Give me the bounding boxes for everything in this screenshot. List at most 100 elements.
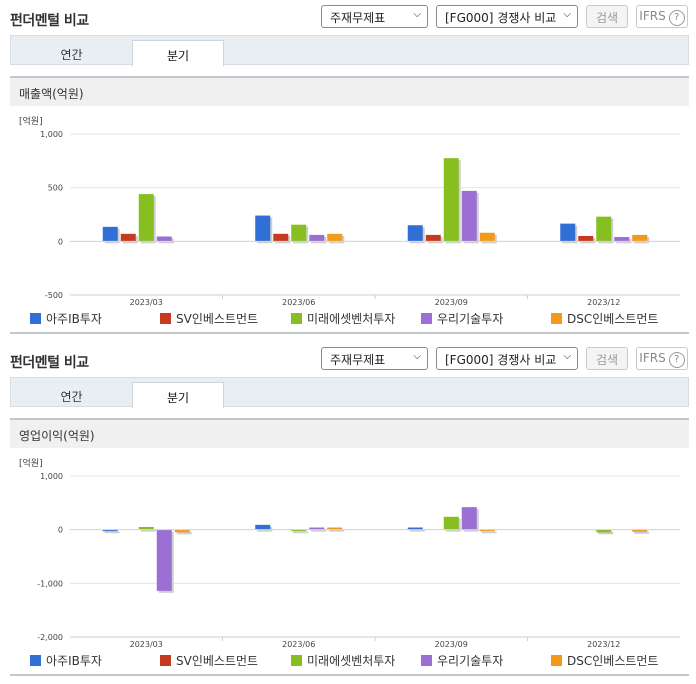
ifrs-button[interactable]: IFRS?: [636, 347, 688, 370]
legend-item[interactable]: 우리기술투자: [421, 310, 503, 327]
bar: [443, 516, 459, 530]
legend-label: 우리기술투자: [437, 654, 504, 668]
y-tick-label: 500: [48, 184, 63, 193]
group-select[interactable]: [FG000] 경쟁사 비교 ⌵: [436, 347, 578, 370]
panel-title: 펀더멘털 비교: [10, 355, 89, 371]
legend-label: DSC인베스트먼트: [567, 312, 659, 326]
bar: [255, 215, 271, 242]
legend-swatch: [551, 655, 562, 666]
ifrs-label: IFRS: [639, 9, 666, 23]
bar-shadow: [293, 531, 309, 534]
bar: [461, 190, 477, 242]
chevron-down-icon: ⌵: [563, 9, 571, 20]
legend-item[interactable]: SV인베스트먼트: [160, 310, 258, 327]
legend-item[interactable]: DSC인베스트먼트: [551, 652, 658, 669]
bar: [309, 234, 325, 242]
tab-annual[interactable]: 연간: [60, 390, 83, 404]
bar-shadow: [176, 531, 192, 535]
chart-container: 매출액(억원) [억원] 1,000 500 0 -500 2023/03 2023/06 2…: [10, 76, 689, 334]
x-tick-label: 2023/03: [130, 640, 163, 649]
unit-label: [억원]: [19, 457, 43, 469]
y-tick-label: 1,000: [40, 130, 63, 139]
legend-item[interactable]: SV인베스트먼트: [160, 652, 258, 669]
legend-label: DSC인베스트먼트: [567, 654, 659, 668]
bar: [156, 236, 172, 242]
x-tick-label: 2023/12: [587, 640, 620, 649]
chart-header: 매출액(억원): [10, 78, 689, 106]
bar: [102, 529, 118, 532]
bar: [120, 233, 136, 242]
bar: [291, 224, 307, 242]
bar: [443, 158, 459, 242]
legend-item[interactable]: 아주IB투자: [30, 310, 102, 327]
legend-item[interactable]: 미래에셋벤처투자: [291, 652, 395, 669]
tab-annual[interactable]: 연간: [60, 48, 83, 62]
legend-swatch: [30, 655, 41, 666]
bar-shadow: [481, 531, 497, 534]
statement-select[interactable]: 주재무제표 ⌵: [321, 347, 428, 370]
panel-title: 펀더멘털 비교: [10, 13, 89, 29]
bar: [273, 233, 289, 242]
fundamental-panel: 펀더멘털 비교 주재무제표 ⌵ [FG000] 경쟁사 비교 ⌵ 검색 IFRS…: [10, 5, 689, 334]
legend-label: 미래에셋벤처투자: [307, 654, 396, 668]
chart-legend: 아주IB투자 SV인베스트먼트 미래에셋벤처투자 우리기술투자 DSC인베스트먼트: [10, 650, 689, 670]
chart-title: 영업이익(억원): [19, 429, 95, 443]
bar-shadow: [311, 529, 327, 532]
period-tabs: 연간 분기: [10, 35, 689, 66]
bar: [327, 233, 343, 242]
revenue-chart: [억원] 1,000 500 0 -500 2023/03 2023/06 2023/09 20…: [19, 115, 680, 307]
bar-shadow: [409, 529, 425, 532]
bar: [156, 529, 172, 591]
chart-title: 매출액(억원): [19, 87, 84, 101]
y-tick-label: 0: [58, 237, 63, 246]
bar-shadow: [634, 531, 650, 534]
chevron-down-icon: ⌵: [413, 351, 421, 362]
bar: [614, 237, 630, 242]
tab-quarterly[interactable]: 분기: [132, 382, 224, 408]
bar: [174, 529, 190, 533]
ifrs-button[interactable]: IFRS?: [636, 5, 688, 28]
legend-swatch: [421, 655, 432, 666]
bar: [596, 529, 612, 533]
bar: [479, 232, 495, 242]
y-tick-label: -2,000: [37, 633, 63, 642]
legend-swatch: [160, 655, 171, 666]
legend-item[interactable]: 미래에셋벤처투자: [291, 310, 395, 327]
bar: [407, 527, 423, 530]
bar-shadow: [329, 529, 345, 532]
bar: [461, 507, 477, 530]
y-tick-label: 1,000: [40, 472, 63, 481]
y-tick-label: -1,000: [37, 579, 63, 588]
statement-select-value: 주재무제표: [330, 353, 386, 367]
bar-shadow: [598, 531, 614, 535]
bar-shadow: [140, 528, 156, 532]
x-tick-label: 2023/12: [587, 298, 620, 307]
legend-item[interactable]: 아주IB투자: [30, 652, 102, 669]
panel-header: 펀더멘털 비교 주재무제표 ⌵ [FG000] 경쟁사 비교 ⌵ 검색 IFRS…: [0, 342, 696, 376]
bar: [578, 235, 594, 242]
group-select[interactable]: [FG000] 경쟁사 비교 ⌵: [436, 5, 578, 28]
legend-item[interactable]: DSC인베스트먼트: [551, 310, 658, 327]
bar: [407, 225, 423, 242]
search-button[interactable]: 검색: [586, 347, 628, 370]
chart-container: 영업이익(억원) [억원] 1,000 0 -1,000 -2,000 2023/03 20…: [10, 418, 689, 676]
help-icon: ?: [668, 352, 685, 368]
chart-legend: 아주IB투자 SV인베스트먼트 미래에셋벤처투자 우리기술투자 DSC인베스트먼트: [10, 308, 689, 328]
legend-item[interactable]: 우리기술투자: [421, 652, 503, 669]
legend-label: 미래에셋벤처투자: [307, 312, 396, 326]
tab-quarterly[interactable]: 분기: [132, 40, 224, 66]
statement-select[interactable]: 주재무제표 ⌵: [321, 5, 428, 28]
bar: [632, 529, 648, 532]
bar: [327, 527, 343, 530]
bar: [479, 529, 495, 532]
chevron-down-icon: ⌵: [413, 9, 421, 20]
unit-label: [억원]: [19, 115, 43, 127]
x-tick-label: 2023/03: [130, 298, 163, 307]
fundamental-panel: 펀더멘털 비교 주재무제표 ⌵ [FG000] 경쟁사 비교 ⌵ 검색 IFRS…: [0, 342, 696, 684]
x-tick-label: 2023/09: [435, 298, 468, 307]
search-button[interactable]: 검색: [586, 5, 628, 28]
legend-swatch: [421, 313, 432, 324]
legend-label: SV인베스트먼트: [176, 312, 259, 326]
statement-select-value: 주재무제표: [330, 11, 386, 25]
legend-label: 우리기술투자: [437, 312, 504, 326]
